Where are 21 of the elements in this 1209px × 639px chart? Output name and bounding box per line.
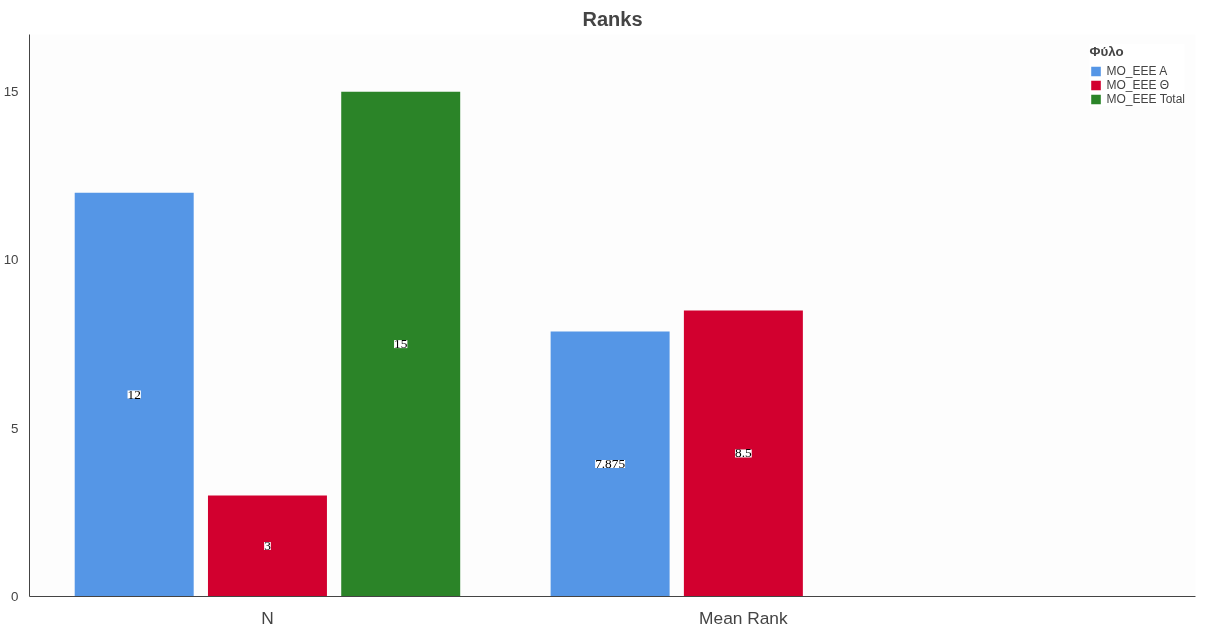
y-tick-label: 0 [11, 589, 19, 604]
legend-label: MO_EEE Θ [1106, 78, 1170, 92]
legend-label: MO_EEE A [1106, 64, 1168, 78]
data-label: 8.5 [735, 445, 753, 461]
bar [550, 331, 670, 597]
bar [207, 495, 327, 597]
chart-title: Ranks [582, 7, 643, 30]
data-label: 15 [394, 336, 408, 352]
data-label: 7.875 [595, 455, 626, 471]
bar [683, 310, 803, 597]
legend-label: MO_EEE Total [1106, 92, 1185, 106]
x-tick-label: Mean Rank [699, 607, 789, 628]
data-label: 12 [127, 386, 141, 402]
data-label: 3 [264, 538, 272, 554]
bar [341, 91, 461, 597]
y-tick-label: 10 [3, 252, 19, 268]
x-tick-label: N [261, 607, 274, 628]
bar [74, 192, 194, 597]
legend-title: Φύλο [1089, 44, 1125, 59]
y-tick-label: 15 [3, 84, 19, 100]
y-tick-label: 5 [11, 420, 19, 436]
